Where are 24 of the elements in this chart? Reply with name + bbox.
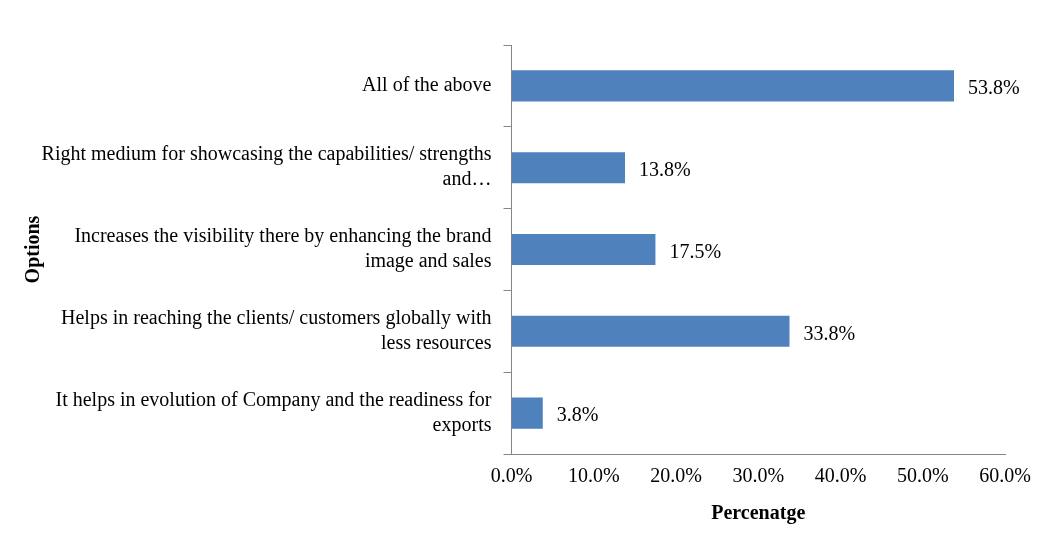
x-tick-label: 30.0% bbox=[732, 464, 785, 487]
x-tick-label: 50.0% bbox=[896, 464, 949, 487]
x-tick-label: 40.0% bbox=[814, 464, 867, 487]
bar bbox=[511, 233, 656, 266]
data-label: 3.8% bbox=[556, 403, 599, 426]
data-label: 53.8% bbox=[968, 76, 1020, 99]
x-tick-label: 10.0% bbox=[567, 464, 620, 487]
y-tick-label: It helps in evolution of Company and the readiness for exports bbox=[55, 387, 492, 436]
data-label: 33.8% bbox=[803, 321, 856, 344]
y-axis-title: Options bbox=[21, 215, 45, 284]
y-tick-label: Helps in reaching the clients/ customers globally with less resources bbox=[61, 306, 492, 354]
data-label: 17.5% bbox=[669, 239, 722, 262]
y-tick-label: Increases the visibility there by enhancing the brand image and sales bbox=[74, 224, 492, 273]
x-tick-label: 0.0% bbox=[490, 464, 533, 487]
bar bbox=[511, 70, 955, 102]
y-tick-label: All of the above bbox=[362, 73, 492, 96]
bar bbox=[511, 315, 790, 347]
bar bbox=[511, 397, 543, 429]
bar bbox=[511, 152, 626, 184]
x-tick-label: 20.0% bbox=[650, 464, 702, 487]
x-axis-title: Percenatge bbox=[711, 501, 806, 525]
y-tick-label: Right medium for showcasing the capabilities/ strengths and… bbox=[41, 142, 492, 190]
x-tick-label: 60.0% bbox=[979, 464, 1031, 487]
data-label: 13.8% bbox=[639, 157, 691, 180]
